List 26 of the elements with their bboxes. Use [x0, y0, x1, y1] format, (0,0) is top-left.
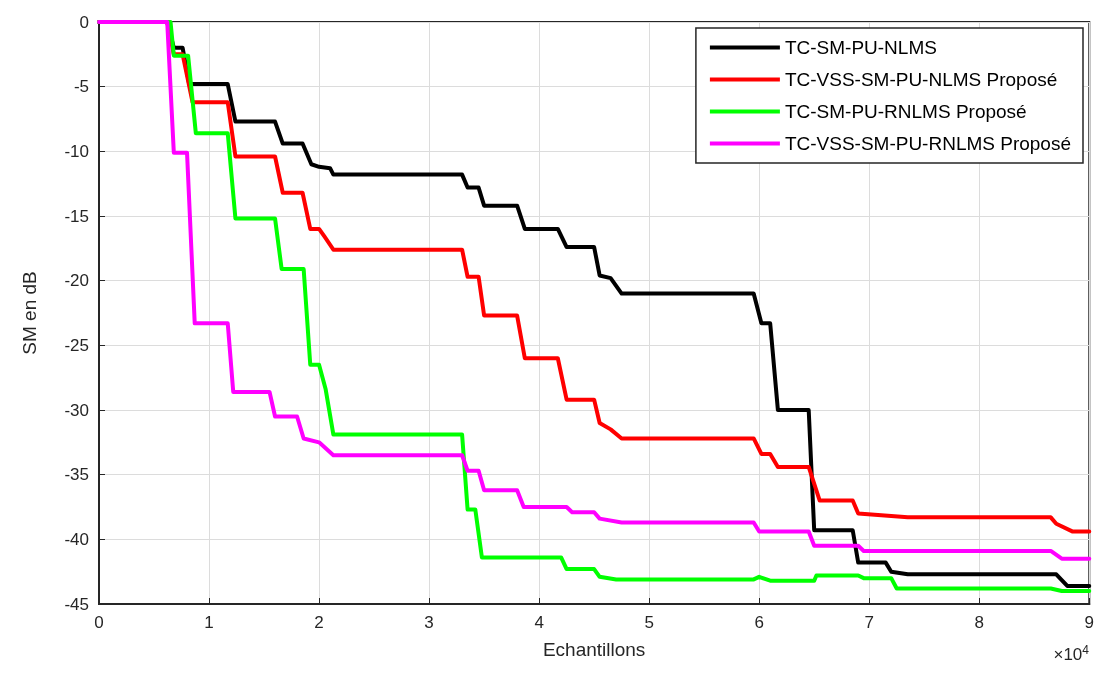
legend-label: TC-VSS-SM-PU-RNLMS Proposé — [784, 133, 1072, 154]
y-tick-label: -45 — [64, 594, 89, 614]
x-axis-title: Echantillons — [542, 639, 646, 660]
y-axis-title: SM en dB — [19, 271, 40, 355]
x-tick-label: 9 — [1084, 613, 1095, 632]
legend-label: TC-SM-PU-RNLMS Proposé — [784, 101, 1027, 122]
x-tick-label: 6 — [754, 613, 764, 632]
y-tick-label: -5 — [73, 77, 89, 97]
y-tick-label: -35 — [64, 465, 89, 485]
y-tick-label: -20 — [64, 271, 89, 291]
y-tick-label: -40 — [64, 529, 89, 549]
x-tick-label: 7 — [864, 613, 874, 632]
x-tick-label: 0 — [94, 613, 104, 632]
legend-label: TC-VSS-SM-PU-NLMS Proposé — [784, 69, 1058, 90]
y-tick-label: -15 — [64, 206, 89, 226]
y-tick-label: 0 — [79, 12, 89, 32]
y-tick-label: -25 — [64, 335, 89, 355]
legend-label: TC-SM-PU-NLMS — [784, 37, 937, 58]
y-tick-label: -30 — [64, 400, 89, 420]
x-tick-label: 8 — [974, 613, 984, 632]
x-tick-label: 1 — [204, 613, 214, 632]
x-tick-label: 4 — [534, 613, 544, 632]
x-tick-label: 3 — [424, 613, 434, 632]
x-tick-label: 2 — [314, 613, 324, 632]
x-tick-label: 5 — [644, 613, 654, 632]
y-tick-label: -10 — [64, 141, 89, 161]
